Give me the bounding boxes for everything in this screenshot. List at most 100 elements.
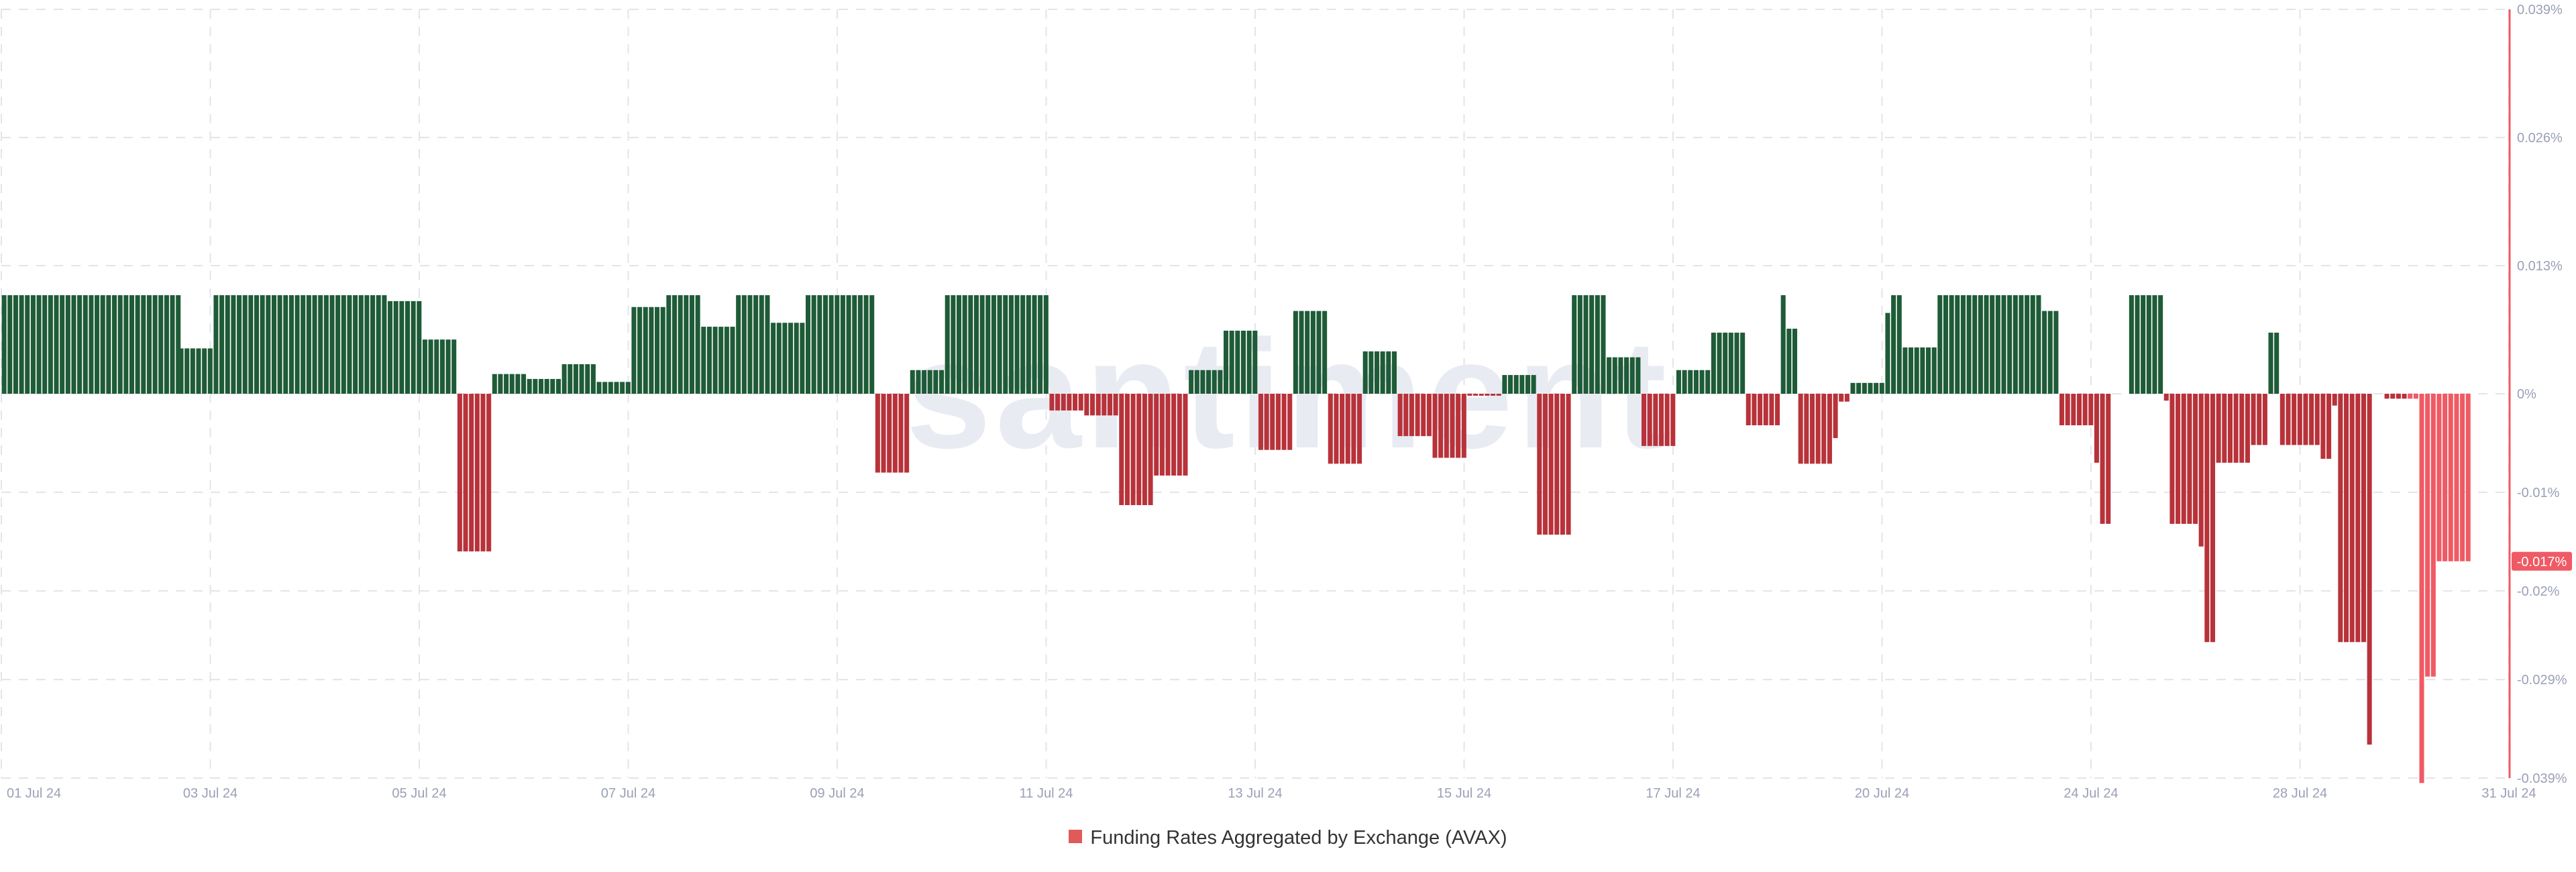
funding-bar bbox=[2036, 295, 2041, 394]
legend[interactable]: Funding Rates Aggregated by Exchange (AV… bbox=[0, 826, 2576, 849]
funding-bar bbox=[765, 295, 770, 394]
funding-bar bbox=[1862, 382, 1867, 394]
funding-bar bbox=[573, 364, 578, 394]
funding-bar bbox=[1275, 394, 1281, 450]
funding-bar bbox=[1136, 394, 1142, 506]
funding-bar bbox=[463, 394, 468, 552]
funding-bar bbox=[1833, 394, 1838, 439]
funding-bar bbox=[712, 327, 718, 394]
funding-bar bbox=[1415, 394, 1420, 437]
funding-bar bbox=[1061, 394, 1066, 411]
funding-bar bbox=[1827, 394, 1832, 464]
funding-bar bbox=[237, 295, 242, 394]
funding-bar bbox=[608, 382, 613, 394]
funding-bar bbox=[341, 295, 346, 394]
funding-bar bbox=[439, 339, 445, 394]
funding-bar bbox=[1624, 357, 1629, 394]
funding-bar bbox=[2349, 394, 2355, 643]
funding-bar bbox=[474, 394, 480, 552]
funding-bar bbox=[451, 339, 457, 394]
funding-bar bbox=[1270, 394, 1275, 450]
funding-bar bbox=[1067, 394, 1072, 411]
funding-bar bbox=[2152, 295, 2157, 394]
funding-bar bbox=[916, 370, 921, 394]
funding-bar bbox=[399, 301, 405, 394]
funding-bar bbox=[1601, 295, 1606, 394]
funding-bar bbox=[152, 295, 158, 394]
funding-bar bbox=[1642, 394, 1647, 446]
funding-bar bbox=[266, 295, 271, 394]
funding-bar bbox=[504, 374, 509, 394]
funding-bar bbox=[1154, 394, 1159, 476]
funding-bar bbox=[112, 295, 117, 394]
funding-bar bbox=[2082, 394, 2088, 426]
funding-bar bbox=[1914, 347, 1919, 394]
funding-bar bbox=[509, 374, 515, 394]
funding-bar bbox=[225, 295, 230, 394]
funding-bar bbox=[1618, 357, 1623, 394]
funding-bar bbox=[695, 295, 700, 394]
funding-bar bbox=[176, 295, 181, 394]
funding-bar bbox=[1566, 394, 1571, 535]
funding-bar bbox=[672, 295, 678, 394]
funding-bar bbox=[620, 382, 625, 394]
x-tick-label: 24 Jul 24 bbox=[2063, 786, 2118, 801]
funding-bar bbox=[77, 295, 83, 394]
funding-bar bbox=[2012, 295, 2018, 394]
funding-bar bbox=[1409, 394, 1414, 437]
funding-bar bbox=[2094, 394, 2099, 463]
funding-bar bbox=[364, 295, 370, 394]
funding-bar bbox=[1519, 375, 1525, 394]
funding-bar bbox=[2320, 394, 2326, 459]
funding-bar bbox=[2129, 295, 2134, 394]
funding-bar bbox=[1177, 394, 1182, 476]
x-tick-label: 31 Jul 24 bbox=[2481, 786, 2536, 801]
current-value-badge bbox=[2512, 551, 2572, 571]
funding-bar bbox=[1740, 332, 1746, 394]
funding-bar bbox=[19, 295, 24, 394]
funding-bar bbox=[1397, 394, 1403, 437]
funding-bar bbox=[1925, 347, 1931, 394]
funding-bar bbox=[1246, 330, 1252, 394]
funding-bar bbox=[1374, 351, 1380, 394]
funding-bar bbox=[2146, 295, 2151, 394]
funding-bar bbox=[2326, 394, 2332, 459]
funding-bar bbox=[2274, 332, 2279, 394]
funding-bar bbox=[2227, 394, 2233, 463]
funding-bar bbox=[1990, 295, 1995, 394]
funding-bar bbox=[2210, 394, 2216, 643]
funding-bar bbox=[1456, 394, 1461, 458]
funding-bar bbox=[1949, 295, 1954, 394]
funding-bar bbox=[590, 364, 596, 394]
funding-bar bbox=[2019, 295, 2024, 394]
funding-bar bbox=[283, 295, 288, 394]
funding-bar bbox=[666, 295, 672, 394]
funding-bar bbox=[2187, 394, 2192, 524]
funding-bar bbox=[968, 295, 973, 394]
funding-bar bbox=[2390, 394, 2396, 399]
funding-bar bbox=[2430, 394, 2436, 677]
funding-bar bbox=[1496, 394, 1501, 396]
funding-bar bbox=[1334, 394, 1339, 464]
funding-bar bbox=[1200, 370, 1205, 394]
funding-bar bbox=[1426, 394, 1432, 437]
legend-label: Funding Rates Aggregated by Exchange (AV… bbox=[1090, 826, 1507, 849]
x-tick-label: 05 Jul 24 bbox=[392, 786, 446, 801]
funding-bar bbox=[370, 295, 376, 394]
funding-bar bbox=[2245, 394, 2250, 463]
x-tick-label: 01 Jul 24 bbox=[7, 786, 61, 801]
funding-bar bbox=[2216, 394, 2221, 463]
funding-bar bbox=[1931, 347, 1937, 394]
funding-bar bbox=[631, 307, 637, 394]
funding-bar bbox=[1102, 394, 1107, 416]
funding-bar bbox=[411, 301, 416, 394]
y-tick-label: 0.039% bbox=[2517, 3, 2563, 17]
funding-bar bbox=[347, 295, 352, 394]
funding-bar bbox=[277, 295, 282, 394]
funding-bar bbox=[1351, 394, 1356, 464]
funding-bar bbox=[260, 295, 265, 394]
funding-bar bbox=[2169, 394, 2175, 524]
funding-bar bbox=[1943, 295, 1949, 394]
funding-bar bbox=[376, 295, 381, 394]
funding-bar bbox=[1513, 375, 1519, 394]
